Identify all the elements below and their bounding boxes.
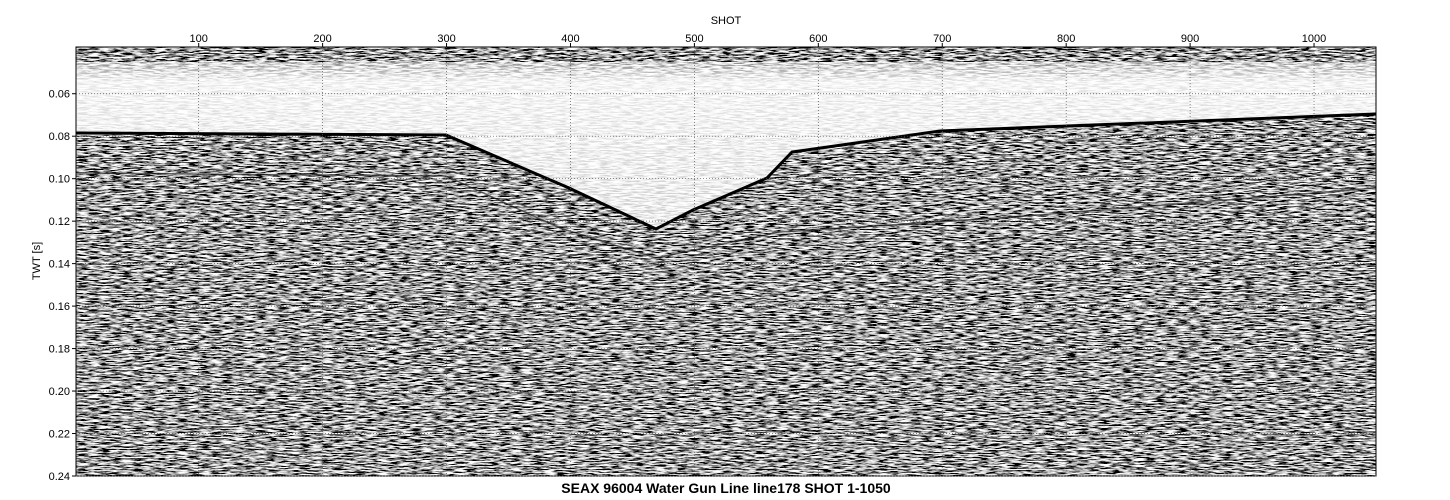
y-tick-label: 0.22 <box>49 429 70 441</box>
x-tick-label: 500 <box>685 33 703 45</box>
y-tick-label: 0.24 <box>49 471 70 483</box>
y-tick-label: 0.08 <box>49 131 70 143</box>
x-tick-label: 700 <box>933 33 951 45</box>
water-column <box>76 62 1376 229</box>
x-tick-label: 600 <box>809 33 827 45</box>
y-tick-label: 0.12 <box>49 216 70 228</box>
x-tick-label: 1000 <box>1302 33 1326 45</box>
y-axis-label: TWT [s] <box>31 242 43 280</box>
seafloor <box>76 112 1376 231</box>
reflector <box>76 172 1376 259</box>
y-tick-label: 0.16 <box>49 301 70 313</box>
x-tick-label: 900 <box>1181 33 1199 45</box>
y-tick-label: 0.14 <box>49 259 70 271</box>
x-tick-label: 800 <box>1057 33 1075 45</box>
y-tick-label: 0.06 <box>49 89 70 101</box>
x-axis-label: SHOT <box>711 15 742 27</box>
chart-title: SEAX 96004 Water Gun Line line178 SHOT 1… <box>561 480 891 496</box>
y-tick-label: 0.18 <box>49 344 70 356</box>
x-tick-label: 300 <box>437 33 455 45</box>
x-tick-label: 200 <box>313 33 331 45</box>
y-tick-label: 0.20 <box>49 386 70 398</box>
y-tick-label: 0.10 <box>49 174 70 186</box>
plot-frame <box>75 46 1377 477</box>
seismic-image <box>76 47 1376 476</box>
x-tick-label: 100 <box>190 33 208 45</box>
x-tick-label: 400 <box>561 33 579 45</box>
